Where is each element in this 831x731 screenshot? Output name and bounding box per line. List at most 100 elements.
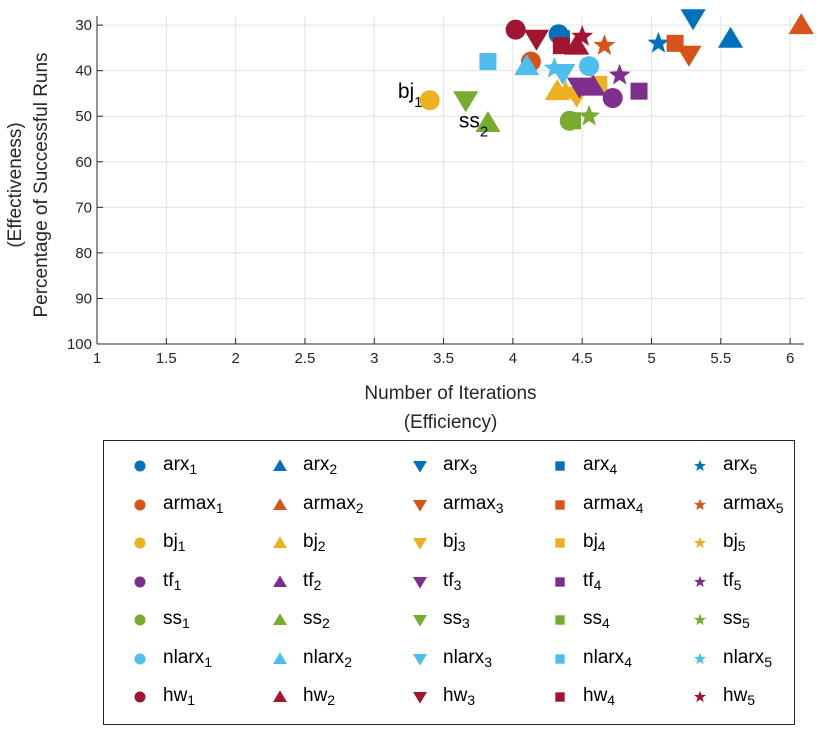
legend-marker [273,497,287,510]
legend-marker-circle-icon [134,614,146,626]
legend-marker [694,690,706,703]
legend-marker [273,536,287,548]
y-tick-label: 100 [67,336,92,353]
point-tf-4 [630,82,648,100]
legend-marker [413,576,427,589]
legend-label: tf3 [443,569,462,593]
legend-marker-triangle-down-icon [413,615,427,627]
legend-label: armax3 [443,492,504,516]
legend-label: hw1 [163,685,196,708]
legend-marker-circle-icon [134,691,146,703]
x-axis-label: Number of Iterations [364,383,536,404]
legend-marker [273,651,287,664]
legend-marker [694,613,706,626]
legend-label: bj2 [303,531,326,554]
legend-label: ss3 [443,608,470,631]
legend-label: bj3 [443,531,466,554]
x-tick-label: 6 [786,350,794,367]
point-armax-2 [788,13,814,35]
point-bj-1 [419,90,440,111]
data-points [419,9,814,133]
point-tf-1 [602,88,623,108]
legend-marker-square-icon [555,461,565,471]
legend-label: bj1 [163,531,186,554]
legend-label: hw2 [303,685,336,708]
legend-marker-star-icon [694,459,706,472]
legend-label: ss2 [303,608,330,631]
legend-marker [413,692,427,704]
legend-marker [413,653,427,666]
legend-label: arx1 [163,454,198,477]
legend-marker-triangle-down-icon [413,499,427,512]
point-nlarx-5 [543,56,566,78]
point-hw-4 [552,37,570,55]
y-axis-sublabel: (Effectiveness) [5,122,26,247]
grid [96,16,804,345]
legend-label: arx3 [443,454,478,477]
legend-marker-square-icon [555,576,565,587]
legend-marker-triangle-up-icon [273,651,287,664]
legend-label: nlarx4 [583,646,632,670]
point-arx-5 [647,31,670,53]
legend-marker [134,460,146,472]
legend-label: nlarx2 [303,646,352,670]
legend-label: tf4 [583,569,602,593]
point-nlarx-1 [579,56,600,77]
legend-marker [555,692,565,702]
y-tick-label: 90 [75,290,92,307]
legend-marker-triangle-up-icon [273,574,287,587]
legend-label: hw3 [443,685,476,708]
axis-labels: Number of Iterations (Efficiency) (Effecti… [5,52,537,433]
y-tick-label: 60 [75,154,92,171]
legend-marker-circle-icon [134,460,146,472]
legend-marker [413,499,427,512]
legend-marker-triangle-up-icon [273,690,287,702]
point-bj-5 [554,79,577,101]
point-armax-4 [666,34,684,52]
y-tick-label: 70 [75,199,92,216]
legend-marker-triangle-down-icon [413,538,427,550]
x-tick-label: 5 [647,350,655,367]
point-tf-2 [580,74,606,96]
x-tick-label: 3.5 [433,350,454,367]
legend-marker-star-icon [694,575,706,587]
x-tick-label: 2.5 [295,350,316,367]
legend-marker-square-icon [555,538,565,548]
legend-marker-triangle-up-icon [273,536,287,548]
point-tf-5 [608,63,631,85]
legend-marker-square-icon [555,653,565,664]
x-tick-label: 4 [509,350,517,367]
legend-label: ss1 [163,608,190,631]
legend-marker [134,499,146,510]
legend-label: armax2 [303,492,364,516]
legend-marker [134,614,146,626]
x-tick-label: 1 [93,350,101,367]
legend-marker [555,538,565,548]
legend-marker [555,576,565,587]
legend-marker [273,574,287,587]
y-axis-label: Percentage of Successful Runs [31,52,52,317]
legend-marker-triangle-up-icon [273,459,287,471]
legend-label: hw4 [583,685,616,708]
legend-marker-circle-icon [134,653,146,664]
legend-marker [413,538,427,550]
x-tick-label: 2 [231,350,239,367]
legend-marker [694,459,706,472]
y-tick-label: 50 [75,108,92,125]
x-tick-label: 4.5 [572,350,593,367]
legend-label: armax5 [723,492,784,516]
point-nlarx-4 [479,53,497,71]
axes: 1 1.5 2 2.5 3 3.5 4 4.5 5 5.5 6 30 40 50 60 70 80 90 100 [67,16,804,367]
legend-label: armax4 [583,492,644,516]
legend-marker-circle-icon [134,537,146,549]
point-ss-5 [578,104,601,126]
x-tick-label: 1.5 [156,350,177,367]
legend-label: arx4 [583,454,618,477]
annotations: bj1 ss2 [398,80,488,141]
legend-marker [555,653,565,664]
point-arx-2 [717,26,744,48]
legend-marker [694,652,706,664]
y-tick-label: 40 [75,63,92,80]
legend-marker [413,615,427,627]
x-tick-label: 5.5 [710,350,731,367]
